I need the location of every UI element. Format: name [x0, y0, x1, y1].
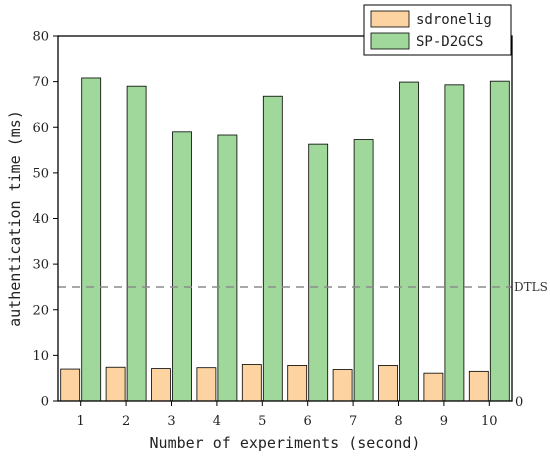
bar-sdronelig-6: [287, 365, 308, 402]
legend-swatch-sp-d2gcs: [370, 32, 410, 50]
bar-sp-d2gcs-2: [126, 85, 147, 402]
bar-sp-d2gcs-1: [81, 77, 102, 402]
x-tick-label-1: 1: [77, 414, 85, 429]
x-tick-label-8: 8: [394, 414, 402, 429]
y-tick-label-0: 0: [41, 395, 49, 410]
y-tick-label-10: 10: [32, 349, 49, 364]
x-axis-title: Number of experiments (second): [150, 434, 421, 452]
x-tick-label-6: 6: [304, 414, 312, 429]
bars-layer: [60, 77, 510, 402]
bar-sdronelig-10: [468, 370, 489, 402]
bar-sp-d2gcs-3: [172, 131, 192, 402]
y-axis-title: authentication time (ms): [6, 110, 24, 327]
x-tick-label-4: 4: [213, 414, 221, 429]
bar-sdronelig-3: [151, 368, 171, 402]
x-tick-label-5: 5: [258, 414, 266, 429]
legend: sdronelig SP-D2GCS: [363, 4, 512, 56]
x-tick-label-3: 3: [167, 414, 175, 429]
legend-label-sdronelig: sdronelig: [416, 12, 492, 28]
bar-sp-d2gcs-10: [489, 80, 510, 402]
y-tick-label-70: 70: [32, 75, 49, 90]
x-tick-label-7: 7: [349, 414, 357, 429]
legend-swatch-sdronelig: [370, 10, 410, 28]
bar-sdronelig-4: [196, 367, 217, 402]
x-tick-label-9: 9: [440, 414, 448, 429]
bar-sp-d2gcs-7: [353, 139, 374, 402]
bar-sp-d2gcs-8: [399, 81, 419, 402]
bar-sdronelig-2: [105, 366, 126, 402]
y-tick-label-60: 60: [32, 121, 49, 136]
bar-sdronelig-8: [378, 365, 398, 402]
y-tick-label-40: 40: [32, 212, 49, 227]
x-tick-label-10: 10: [481, 414, 498, 429]
plot-frame: [57, 35, 513, 402]
y-tick-label-50: 50: [32, 166, 49, 181]
bar-sp-d2gcs-5: [262, 95, 283, 402]
x-tick-label-2: 2: [122, 414, 130, 429]
x-axis: 1 2 3 4 5 6 7 8 9 10: [77, 401, 498, 429]
y-tick-label-20: 20: [32, 303, 49, 318]
bar-sdronelig-1: [60, 368, 81, 402]
bar-sp-d2gcs-9: [444, 84, 465, 402]
right-axis-zero-label: 0: [515, 395, 523, 410]
y-tick-label-80: 80: [32, 30, 49, 45]
bar-sp-d2gcs-6: [308, 143, 329, 402]
bar-sdronelig-5: [241, 364, 262, 402]
bar-sp-d2gcs-4: [217, 134, 238, 402]
y-axis: 0 10 20 30 40 50 60 70 80: [32, 30, 58, 410]
dtls-reference-label: DTLS: [514, 280, 548, 294]
y-tick-label-30: 30: [32, 258, 49, 273]
bar-sdronelig-9: [423, 372, 444, 402]
bar-sdronelig-7: [332, 369, 353, 402]
legend-label-sp-d2gcs: SP-D2GCS: [416, 34, 483, 50]
